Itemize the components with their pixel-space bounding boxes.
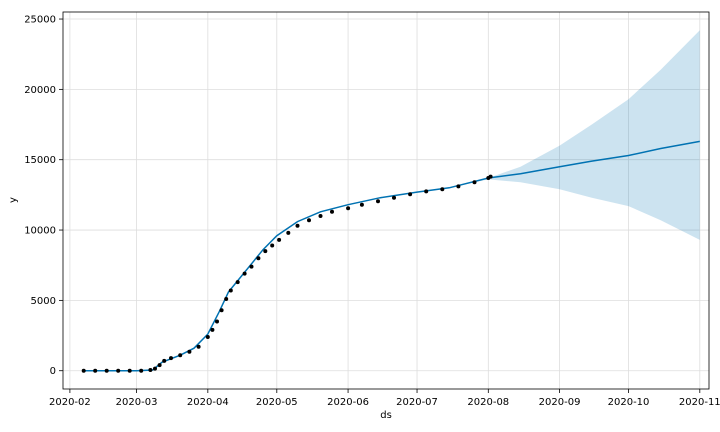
y-tick-label: 0	[50, 366, 56, 377]
x-tick-label: 2020-04	[187, 397, 229, 408]
observed-point	[488, 174, 493, 179]
observed-point	[139, 368, 144, 373]
x-tick-label: 2020-02	[49, 397, 91, 408]
observed-point	[256, 256, 261, 261]
forecast-line	[83, 140, 700, 372]
observed-point	[346, 206, 351, 211]
observed-point	[263, 249, 268, 254]
observed-point	[376, 199, 380, 204]
observed-point	[318, 214, 323, 218]
x-tick-label: 2020-09	[539, 397, 581, 408]
observed-point	[307, 218, 311, 223]
observed-point	[424, 189, 429, 194]
observed-point	[215, 319, 219, 324]
plot-area	[63, 12, 709, 389]
observed-point	[235, 280, 240, 285]
observed-point	[270, 243, 275, 248]
plot-frame	[62, 11, 710, 390]
y-axis-label: y	[8, 197, 19, 203]
observed-points	[81, 174, 493, 373]
observed-point	[153, 366, 157, 371]
x-axis-label: ds	[380, 410, 392, 421]
x-tick-label: 2020-08	[467, 397, 509, 408]
observed-point	[219, 308, 224, 313]
observed-point	[286, 230, 291, 235]
observed-point	[242, 271, 247, 276]
x-axis-ticks: 2020-02 2020-03 2020-04 2020-05 2020-06 2020-…	[49, 389, 720, 408]
observed-point	[277, 237, 282, 242]
y-tick-label: 25000	[24, 15, 56, 26]
observed-point	[205, 335, 210, 339]
observed-point	[187, 349, 192, 354]
observed-point	[178, 353, 183, 358]
observed-point	[116, 368, 121, 373]
observed-point	[196, 344, 201, 349]
observed-point	[440, 187, 445, 192]
y-axis-ticks: 0 5000 10000 15000 20000 25000	[24, 15, 63, 377]
observed-point	[359, 202, 364, 207]
observed-point	[456, 184, 461, 189]
observed-point	[127, 368, 132, 373]
observed-point	[169, 356, 173, 361]
observed-point	[210, 327, 215, 332]
observed-point	[249, 264, 254, 269]
x-tick-label: 2020-10	[608, 397, 650, 408]
observed-point	[330, 209, 334, 214]
observed-point	[408, 192, 413, 197]
observed-point	[224, 297, 229, 301]
y-tick-label: 5000	[31, 296, 56, 307]
x-tick-label: 2020-05	[256, 397, 298, 408]
observed-point	[93, 368, 98, 373]
x-tick-label: 2020-11	[679, 397, 720, 408]
x-tick-label: 2020-03	[116, 397, 158, 408]
observed-point	[148, 368, 153, 372]
observed-point	[228, 288, 233, 293]
observed-point	[472, 180, 477, 185]
y-tick-label: 10000	[24, 226, 56, 237]
y-tick-label: 15000	[24, 155, 56, 166]
observed-point	[162, 358, 167, 363]
observed-point	[157, 363, 162, 368]
observed-point	[81, 368, 86, 373]
observed-point	[392, 195, 396, 200]
x-tick-label: 2020-07	[396, 397, 438, 408]
observed-point	[104, 368, 109, 373]
grid-lines	[63, 12, 709, 389]
x-tick-label: 2020-06	[327, 397, 369, 408]
y-tick-label: 20000	[24, 85, 56, 96]
observed-point	[295, 223, 300, 228]
